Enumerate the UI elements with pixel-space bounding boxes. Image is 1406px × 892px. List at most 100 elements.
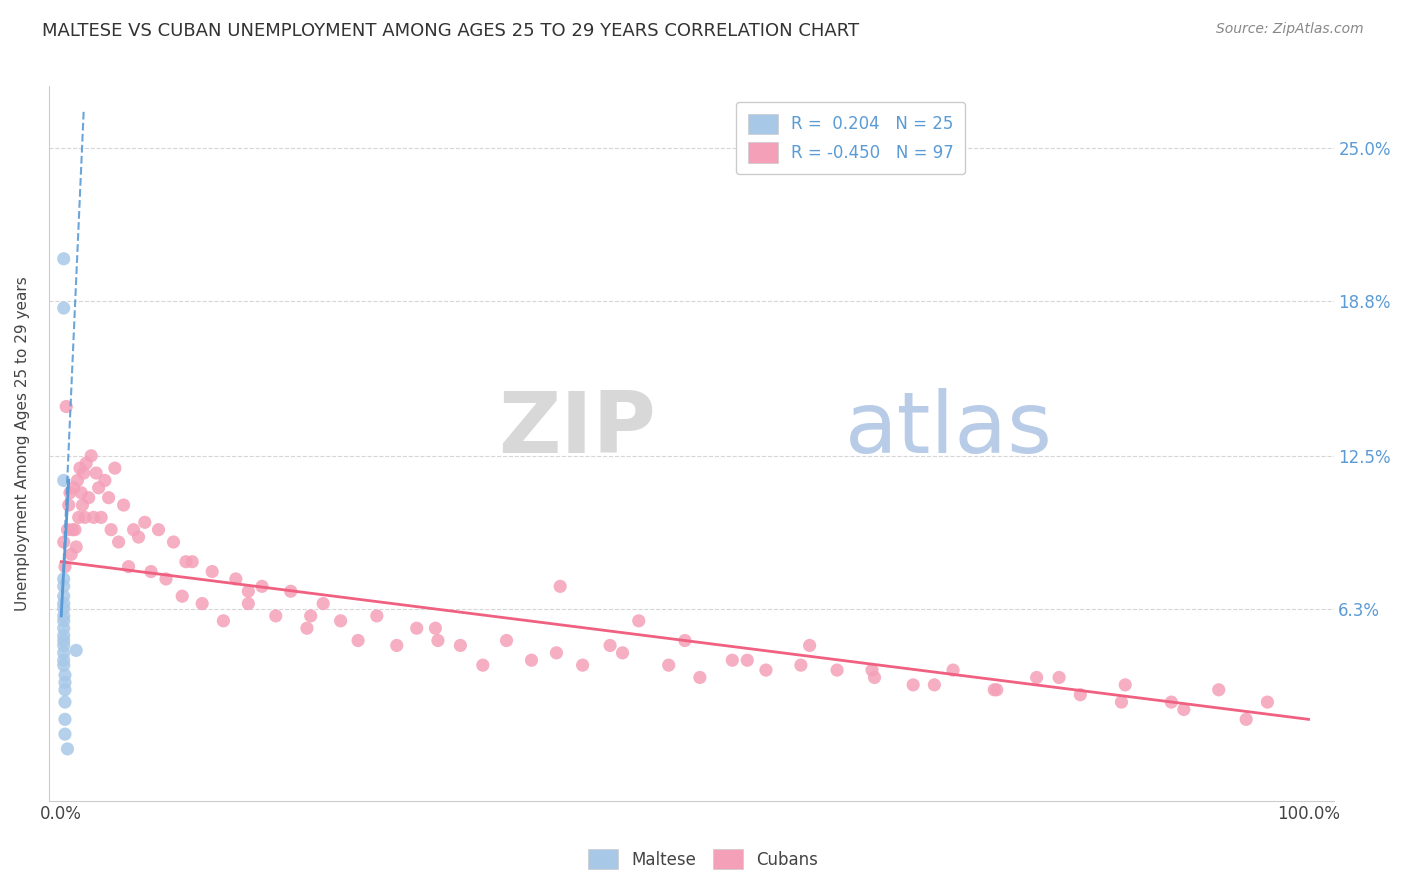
Point [58, 498, 80, 512]
Text: ZIP: ZIP [498, 388, 657, 471]
Point [658, 658, 681, 673]
Point [312, 597, 335, 611]
Point [53, 675, 76, 690]
Text: MALTESE VS CUBAN UNEMPLOYMENT AMONG AGES 25 TO 29 YEARS CORRELATION CHART: MALTESE VS CUBAN UNEMPLOYMENT AMONG AGES… [42, 22, 859, 40]
Point [52, 301, 75, 315]
Point [53, 559, 76, 574]
Point [104, 461, 127, 475]
Point [94, 474, 117, 488]
Point [181, 555, 204, 569]
Point [1047, 670, 1070, 684]
Point [100, 523, 122, 537]
Point [77, 491, 100, 505]
Point [238, 597, 260, 611]
Point [627, 614, 650, 628]
Point [52, 614, 75, 628]
Point [65, 540, 87, 554]
Point [1114, 678, 1136, 692]
Point [238, 584, 260, 599]
Point [117, 559, 139, 574]
Point [495, 633, 517, 648]
Point [83, 510, 105, 524]
Point [295, 621, 318, 635]
Point [53, 682, 76, 697]
Point [97, 491, 120, 505]
Point [73, 466, 96, 480]
Point [426, 633, 449, 648]
Point [84, 466, 107, 480]
Point [69, 461, 91, 475]
Point [112, 498, 135, 512]
Point [72, 498, 94, 512]
Point [52, 252, 75, 266]
Point [799, 639, 821, 653]
Point [52, 535, 75, 549]
Point [73, 510, 96, 524]
Point [1208, 682, 1230, 697]
Point [75, 456, 97, 470]
Point [53, 695, 76, 709]
Point [52, 658, 75, 673]
Point [201, 565, 224, 579]
Text: Source: ZipAtlas.com: Source: ZipAtlas.com [1216, 22, 1364, 37]
Point [250, 579, 273, 593]
Point [55, 400, 77, 414]
Point [162, 535, 184, 549]
Point [735, 653, 758, 667]
Point [90, 510, 112, 524]
Point [790, 658, 813, 673]
Point [405, 621, 427, 635]
Point [942, 663, 965, 677]
Point [280, 584, 302, 599]
Point [347, 633, 370, 648]
Point [52, 633, 75, 648]
Point [425, 621, 447, 635]
Point [172, 589, 194, 603]
Point [62, 523, 84, 537]
Point [174, 555, 197, 569]
Point [721, 653, 744, 667]
Point [70, 485, 93, 500]
Point [212, 614, 235, 628]
Point [299, 608, 322, 623]
Point [139, 565, 162, 579]
Point [825, 663, 848, 677]
Point [385, 639, 408, 653]
Point [225, 572, 247, 586]
Point [329, 614, 352, 628]
Point [148, 523, 170, 537]
Point [1256, 695, 1278, 709]
Point [366, 608, 388, 623]
Point [986, 682, 1008, 697]
Point [52, 474, 75, 488]
Point [755, 663, 778, 677]
Point [863, 670, 886, 684]
Point [449, 639, 471, 653]
Point [67, 510, 90, 524]
Point [52, 572, 75, 586]
Point [52, 629, 75, 643]
Point [1173, 702, 1195, 716]
Point [53, 668, 76, 682]
Point [673, 633, 696, 648]
Point [52, 597, 75, 611]
Point [122, 523, 145, 537]
Point [1160, 695, 1182, 709]
Point [52, 646, 75, 660]
Point [548, 579, 571, 593]
Point [520, 653, 543, 667]
Text: atlas: atlas [845, 388, 1053, 471]
Point [924, 678, 946, 692]
Point [80, 449, 103, 463]
Point [155, 572, 177, 586]
Point [52, 589, 75, 603]
Point [128, 530, 150, 544]
Point [860, 663, 883, 677]
Point [60, 547, 83, 561]
Point [1234, 712, 1257, 726]
Point [52, 608, 75, 623]
Point [87, 481, 110, 495]
Point [599, 639, 621, 653]
Point [689, 670, 711, 684]
Point [63, 523, 86, 537]
